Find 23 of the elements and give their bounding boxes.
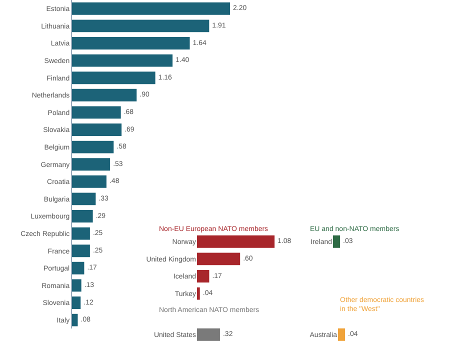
bar	[197, 235, 275, 248]
bar	[72, 314, 78, 326]
bar	[72, 210, 93, 222]
bar	[72, 192, 96, 206]
bar	[72, 296, 81, 309]
bar	[72, 244, 90, 258]
bar	[197, 252, 240, 266]
bar	[72, 262, 84, 274]
bar	[72, 140, 114, 154]
bar	[197, 287, 200, 300]
bar	[72, 37, 190, 50]
bar	[72, 2, 230, 15]
bar	[72, 106, 121, 119]
bar	[72, 124, 122, 136]
bar	[72, 227, 90, 240]
bar	[197, 270, 210, 282]
bar	[72, 72, 156, 84]
bar	[72, 158, 110, 171]
bar	[72, 54, 173, 67]
bar	[72, 20, 210, 32]
bar	[72, 88, 137, 102]
bar	[72, 175, 106, 188]
bar	[72, 279, 82, 292]
